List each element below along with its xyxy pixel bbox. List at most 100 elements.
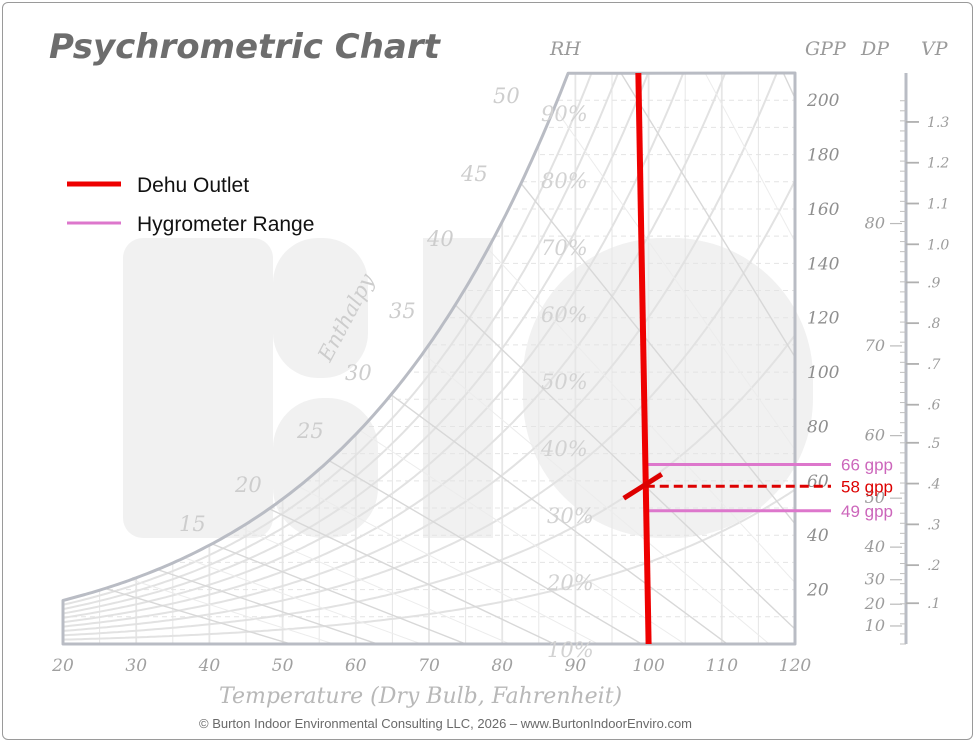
gpp-tick-label: 100 (807, 363, 840, 383)
rh-label: 40% (540, 437, 588, 461)
rh-label: 50% (541, 370, 588, 394)
gpp-tick-label: 20 (806, 581, 829, 601)
enthalpy-gridline (370, 309, 795, 644)
x-tick-label: 120 (779, 656, 812, 676)
legend: Dehu Outlet Hygrometer Range (67, 174, 314, 236)
x-axis-ticks: 20 30 40 50 60 70 80 90 100 110 120 (51, 656, 811, 676)
rh-curve (63, 180, 795, 632)
enthalpy-value-label: 40 (426, 227, 454, 251)
rh-label: 60% (541, 303, 588, 327)
x-tick-label: 70 (418, 656, 440, 676)
enthalpy-value-label: 15 (179, 512, 206, 536)
dew-point-tick-label: 30 (865, 570, 885, 589)
data-series (635, 72, 831, 645)
x-axis-label: Temperature (Dry Bulb, Fahrenheit) (219, 684, 622, 709)
dew-point-tick-label: 50 (865, 488, 885, 507)
x-tick-label: 100 (632, 656, 665, 676)
x-tick-label: 80 (491, 656, 513, 676)
vp-tick-label: .7 (927, 357, 940, 373)
saturation-curve (61, 71, 797, 646)
enthalpy-gridline (63, 549, 425, 644)
enthalpy-value-label: 35 (389, 299, 416, 323)
annotations: 66 gpp 58 gpp 49 gpp (622, 456, 893, 521)
dew-point-tick-label: 70 (865, 336, 885, 355)
gpp-tick-label: 160 (807, 200, 840, 220)
vp-tick-label: 1.1 (927, 197, 949, 213)
rh-label: 70% (541, 236, 588, 260)
enthalpy-gridline (299, 390, 746, 644)
gpp-tick-label: 40 (806, 526, 829, 546)
vp-tick-label: .8 (927, 316, 940, 332)
dew-point-tick-label: 80 (865, 214, 885, 233)
gpp-tick-label: 140 (807, 254, 840, 274)
vp-tick-label: 1.0 (927, 237, 949, 253)
vp-tick-label: .1 (927, 596, 940, 612)
gpp-axis: 20 40 60 80 100 120 140 160 180 200 (806, 91, 840, 600)
enthalpy-gridline (334, 352, 782, 644)
dew-point-tick-label: 40 (864, 537, 885, 556)
rh-curve (63, 73, 795, 611)
dew-point-tick-label: 20 (864, 594, 885, 613)
gpp-tick-label: 180 (807, 146, 840, 166)
enthalpy-value-label: 50 (493, 84, 520, 108)
psychrometric-chart: 90% 80% 70% 60% 50% 40% 30% 20% 10% 15 20 25 30 35 40… (49, 27, 949, 731)
dehu-outlet-point-marker (622, 472, 664, 501)
enthalpy-gridline (227, 448, 675, 644)
vp-tick-label: .9 (927, 275, 940, 291)
x-tick-label: 50 (272, 656, 294, 676)
enthalpy-gridline (513, 73, 795, 644)
x-tick-label: 110 (706, 656, 739, 676)
rh-curve (63, 488, 795, 641)
enthalpy-gridline (441, 198, 795, 644)
enthalpy-gridline (477, 129, 795, 644)
rh-label: 80% (541, 169, 588, 193)
chart-title: Psychrometric Chart (49, 27, 442, 67)
gpp-annotation-label: 49 gpp (841, 502, 893, 521)
dp-header: DP (860, 38, 890, 60)
rh-label: 90% (541, 102, 588, 126)
vp-tick-label: 1.3 (927, 115, 949, 131)
x-tick-label: 40 (198, 656, 221, 676)
vp-header: VP (921, 38, 949, 60)
x-tick-label: 30 (125, 656, 147, 676)
rh-header: RH (549, 38, 581, 60)
gpp-tick-label: 120 (807, 309, 840, 329)
x-tick-label: 90 (565, 656, 587, 676)
rh-curve (63, 73, 795, 628)
vp-tick-label: 1.2 (927, 156, 949, 172)
enthalpy-value-label: 25 (296, 419, 324, 443)
dew-point-tick-label: 10 (865, 616, 885, 635)
dew-point-axis: 10 20 30 40 50 60 70 80 (864, 214, 902, 635)
enthalpy-value-label: 30 (345, 361, 372, 385)
x-tick-label: 60 (345, 656, 367, 676)
rh-curve (63, 73, 795, 619)
saturation-outline (61, 71, 797, 646)
rh-label: 30% (547, 504, 594, 528)
enthalpy-value-label: 20 (234, 473, 262, 497)
rh-label: 20% (546, 571, 594, 595)
enthalpy-gridline (548, 73, 795, 644)
legend-label-hygrometer-range: Hygrometer Range (137, 213, 314, 236)
enthalpy-gridline (263, 421, 711, 644)
vp-tick-label: .2 (927, 558, 940, 574)
vapor-pressure-axis: .1 .2 .3 .4 .5 .6 .7 .8 .9 1.0 1.1 1.2 1.3 (900, 73, 949, 645)
gpp-annotation-label: 58 gpp (841, 477, 893, 496)
rh-labels: 90% 80% 70% 60% 50% 40% 30% 20% 10% (540, 102, 594, 662)
x-tick-label: 20 (51, 656, 74, 676)
vp-tick-label: .6 (927, 398, 940, 414)
gpp-tick-label: 60 (807, 472, 829, 492)
legend-label-dehu-outlet: Dehu Outlet (137, 174, 249, 197)
copyright-footer: © Burton Indoor Environmental Consulting… (199, 716, 692, 731)
rh-curve (63, 73, 795, 606)
gpp-annotation-label: 66 gpp (841, 456, 893, 475)
enthalpy-labels: 15 20 25 30 35 40 45 50 (179, 84, 520, 536)
rh-curve (63, 73, 795, 624)
rh-label: 10% (547, 638, 594, 662)
gpp-header: GPP (805, 38, 847, 60)
gpp-tick-label: 80 (807, 417, 829, 437)
dehu-outlet-line (635, 72, 652, 645)
vp-tick-label: .3 (927, 517, 940, 533)
gpp-tick-label: 200 (806, 91, 840, 111)
enthalpy-value-label: 45 (460, 162, 488, 186)
